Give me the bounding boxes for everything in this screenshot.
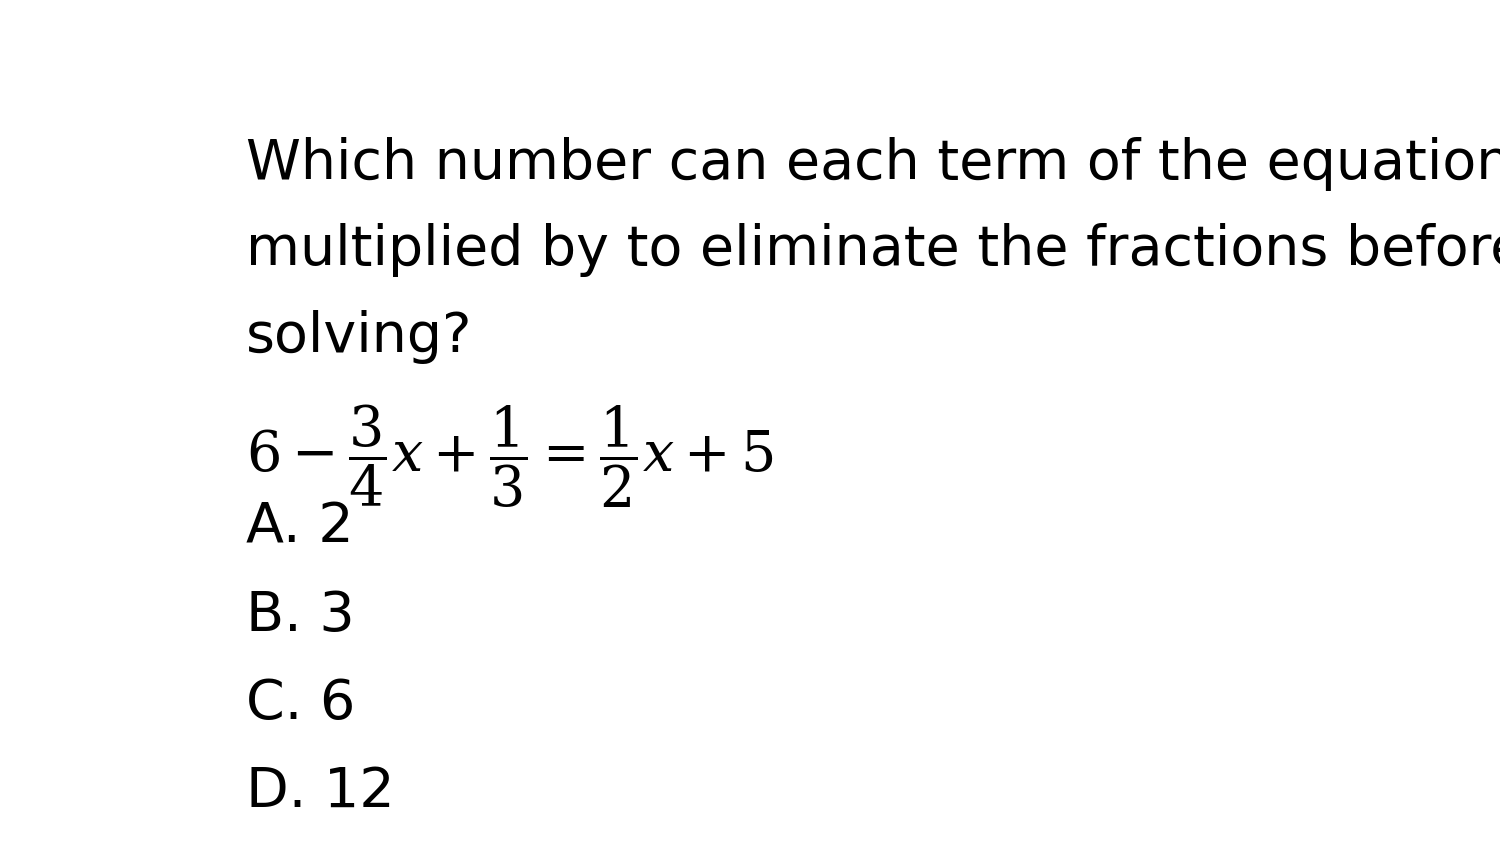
Text: $6 - \dfrac{3}{4}x + \dfrac{1}{3} = \dfrac{1}{2}x + 5$: $6 - \dfrac{3}{4}x + \dfrac{1}{3} = \dfr… <box>246 403 774 511</box>
Text: multiplied by to eliminate the fractions before: multiplied by to eliminate the fractions… <box>246 224 1500 277</box>
Text: C. 6: C. 6 <box>246 677 356 731</box>
Text: B. 3: B. 3 <box>246 589 354 643</box>
Text: solving?: solving? <box>246 310 472 364</box>
Text: Which number can each term of the equation be: Which number can each term of the equati… <box>246 137 1500 191</box>
Text: D. 12: D. 12 <box>246 765 394 819</box>
Text: A. 2: A. 2 <box>246 501 354 555</box>
